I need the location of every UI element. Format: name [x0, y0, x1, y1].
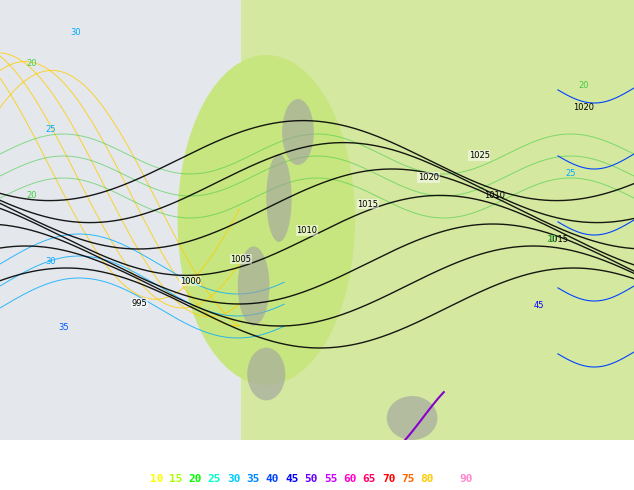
- Text: © weatheronline.co.uk weatheronline.co.uk: © weatheronline.co.uk weatheronline.co.u…: [483, 473, 634, 484]
- Text: 1005: 1005: [230, 254, 252, 264]
- Text: 1010: 1010: [296, 226, 318, 235]
- Text: 35: 35: [58, 323, 68, 332]
- Text: 85: 85: [440, 473, 453, 484]
- Ellipse shape: [266, 154, 292, 242]
- Text: 20: 20: [578, 81, 588, 90]
- Text: 35: 35: [247, 473, 260, 484]
- Text: 30: 30: [71, 28, 81, 37]
- Text: 20: 20: [188, 473, 202, 484]
- Text: 30: 30: [46, 257, 56, 266]
- Ellipse shape: [282, 99, 314, 165]
- Text: 90: 90: [459, 473, 473, 484]
- Text: 30: 30: [227, 473, 240, 484]
- Text: 10: 10: [150, 473, 163, 484]
- Text: 1000: 1000: [179, 276, 201, 286]
- Text: We 29-05-2024 06:00 UTC (00+30): We 29-05-2024 06:00 UTC (00+30): [416, 448, 629, 459]
- Text: 80: 80: [420, 473, 434, 484]
- Text: 20: 20: [547, 235, 557, 244]
- Text: 995: 995: [132, 298, 147, 308]
- Text: Isotachs 10m (km/h): Isotachs 10m (km/h): [5, 473, 136, 484]
- Text: 50: 50: [304, 473, 318, 484]
- Ellipse shape: [238, 246, 269, 325]
- Text: 20: 20: [27, 191, 37, 200]
- Text: 1025: 1025: [469, 151, 490, 160]
- FancyBboxPatch shape: [241, 0, 634, 440]
- Text: Surface pressure [hPa] ECMWF: Surface pressure [hPa] ECMWF: [5, 448, 198, 459]
- Text: 40: 40: [266, 473, 279, 484]
- Text: 1015: 1015: [547, 235, 569, 244]
- Text: 60: 60: [343, 473, 357, 484]
- Text: 45: 45: [534, 301, 544, 310]
- Text: 45: 45: [285, 473, 299, 484]
- Text: 1010: 1010: [484, 191, 505, 200]
- Text: 55: 55: [324, 473, 337, 484]
- Ellipse shape: [247, 347, 285, 400]
- Text: 25: 25: [46, 125, 56, 134]
- Text: 15: 15: [169, 473, 183, 484]
- Text: 75: 75: [401, 473, 415, 484]
- Ellipse shape: [387, 396, 437, 440]
- Text: 25: 25: [208, 473, 221, 484]
- Text: 70: 70: [382, 473, 396, 484]
- Text: 1020: 1020: [418, 173, 439, 182]
- Text: 20: 20: [27, 59, 37, 68]
- Text: 1015: 1015: [357, 199, 378, 209]
- Text: 25: 25: [566, 169, 576, 178]
- Text: 1020: 1020: [573, 103, 594, 112]
- Text: 65: 65: [363, 473, 376, 484]
- Ellipse shape: [178, 55, 355, 385]
- FancyBboxPatch shape: [0, 0, 241, 440]
